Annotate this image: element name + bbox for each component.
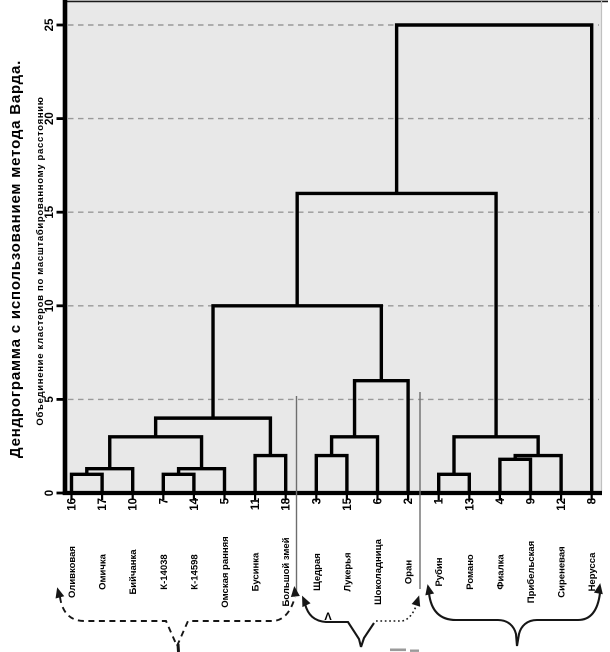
leaf-number: 11 — [250, 497, 262, 510]
y-tick-label: 0 — [44, 490, 56, 496]
leaf-number: 9 — [526, 498, 538, 504]
leaf-name: Оливковая — [67, 546, 78, 598]
dashed-brace-tail — [176, 643, 180, 652]
cutoff-artifact — [410, 649, 419, 652]
y-tick-label: 10 — [44, 299, 56, 312]
leaf-name: К-14598 — [189, 554, 200, 589]
leaf-name: Щедрая — [312, 553, 323, 591]
leaf-number: 4 — [495, 497, 507, 504]
leaf-number: 3 — [311, 498, 323, 504]
leaf-number: 6 — [373, 498, 385, 504]
arrowhead-middle-right — [411, 595, 421, 607]
leaf-name: Бийчанка — [128, 549, 139, 595]
solid-group-brace — [427, 592, 602, 647]
leaf-number: 2 — [403, 498, 415, 504]
leaf-number: 10 — [128, 498, 140, 511]
dashed-group-brace — [59, 596, 296, 649]
leaf-names: Оливковая Омичка Бийчанка К-14038 К-14598 Омс… — [67, 536, 598, 607]
y-axis-label: Объединение кластеров по масштабированно… — [35, 96, 46, 425]
leaf-name: Лукерья — [342, 552, 353, 591]
cutoff-artifact — [390, 648, 406, 652]
arrowhead-middle-left — [302, 595, 311, 608]
arrowhead-solid-right — [593, 583, 603, 595]
middle-group-brace-dotted — [376, 604, 418, 622]
leaf-name: Фиалка — [495, 554, 506, 590]
leaf-number: 8 — [587, 497, 599, 504]
leaf-number: 5 — [220, 497, 232, 504]
leaf-name: Нерусса — [587, 552, 598, 592]
plot-area — [65, 1, 602, 493]
y-tick-labels: 0 5 10 15 20 25 — [44, 18, 56, 496]
y-axis-ticks — [56, 23, 64, 495]
leaf-number: 1 — [434, 497, 446, 504]
leaf-number: 7 — [158, 498, 170, 504]
leaf-name: Омская ранняя — [220, 536, 231, 607]
x-axis-ticks — [70, 493, 593, 500]
middle-group-brace-solid — [303, 603, 375, 648]
leaf-name: Прибельская — [526, 541, 537, 603]
dendrogram-link — [394, 23, 594, 493]
leaf-number: 13 — [464, 498, 476, 511]
leaf-number: 14 — [189, 497, 201, 510]
leaf-number: 15 — [342, 497, 354, 510]
chart-title: Дендрограмма с использованием метода Вар… — [7, 60, 24, 458]
leaf-name: Романо — [465, 554, 476, 590]
leaf-numbers: 16 17 10 7 14 5 11 18 3 15 6 2 1 13 4 9 12 8 — [67, 497, 599, 510]
y-tick-label: 20 — [44, 112, 56, 125]
leaf-name: Большой змей — [281, 537, 292, 606]
caret-mark: Λ — [324, 611, 332, 623]
leaf-name: Оран — [404, 560, 415, 584]
arrowhead-dashed-right — [290, 586, 300, 597]
leaf-name: Сиреневая — [557, 546, 568, 597]
leaf-name: Бусинка — [251, 552, 262, 591]
leaf-name: Омичка — [98, 553, 109, 590]
leaf-number: 12 — [556, 498, 568, 511]
y-tick-label: 15 — [44, 205, 56, 218]
leaf-name: Рубин — [434, 557, 445, 586]
arrowhead-dashed-left — [55, 587, 65, 599]
dendrogram-links — [69, 23, 594, 493]
leaf-number: 18 — [281, 497, 293, 510]
leaf-name: Шоколадница — [373, 538, 384, 604]
leaf-number: 16 — [67, 498, 79, 511]
leaf-number: 17 — [97, 498, 109, 511]
leaf-name: К-14038 — [159, 554, 170, 589]
y-tick-label: 25 — [44, 18, 56, 31]
y-tick-label: 5 — [44, 396, 56, 403]
arrowhead-solid-left — [425, 584, 435, 596]
